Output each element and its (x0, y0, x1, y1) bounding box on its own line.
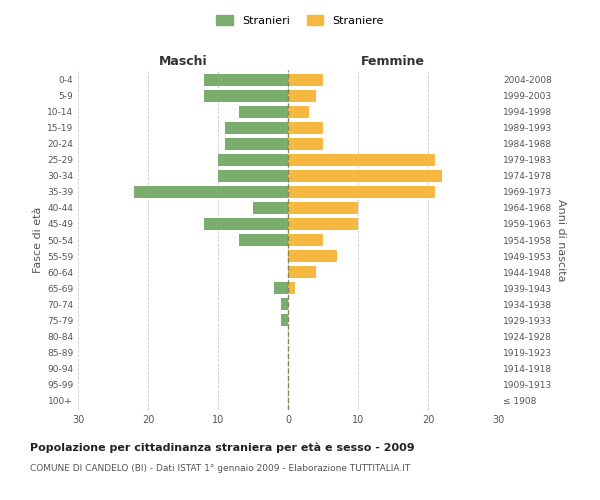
Bar (253, 202, 288, 214)
Bar (218, 154, 288, 166)
Bar (134, 186, 288, 198)
Bar (281, 314, 288, 326)
Bar (288, 250, 337, 262)
Y-axis label: Anni di nascita: Anni di nascita (556, 198, 566, 281)
Bar (239, 234, 288, 246)
Bar (288, 154, 435, 166)
Bar (288, 106, 309, 118)
Bar (281, 298, 288, 310)
Bar (288, 170, 442, 182)
Bar (274, 282, 288, 294)
Bar (225, 138, 288, 150)
Bar (288, 218, 358, 230)
Y-axis label: Fasce di età: Fasce di età (33, 207, 43, 273)
Bar (204, 90, 288, 102)
Bar (218, 170, 288, 182)
Bar (204, 218, 288, 230)
Bar (288, 234, 323, 246)
Bar (225, 122, 288, 134)
Legend: Stranieri, Straniere: Stranieri, Straniere (212, 10, 388, 30)
Bar (288, 282, 295, 294)
Bar (288, 186, 435, 198)
Text: COMUNE DI CANDELO (BI) - Dati ISTAT 1° gennaio 2009 - Elaborazione TUTTITALIA.IT: COMUNE DI CANDELO (BI) - Dati ISTAT 1° g… (30, 464, 410, 473)
Bar (288, 90, 316, 102)
Bar (288, 266, 316, 278)
Text: Popolazione per cittadinanza straniera per età e sesso - 2009: Popolazione per cittadinanza straniera p… (30, 442, 415, 453)
Text: Maschi: Maschi (158, 56, 208, 68)
Bar (288, 138, 323, 150)
Bar (288, 74, 323, 86)
Bar (288, 202, 358, 214)
Bar (239, 106, 288, 118)
Bar (204, 74, 288, 86)
Bar (288, 122, 323, 134)
Text: Femmine: Femmine (361, 56, 425, 68)
